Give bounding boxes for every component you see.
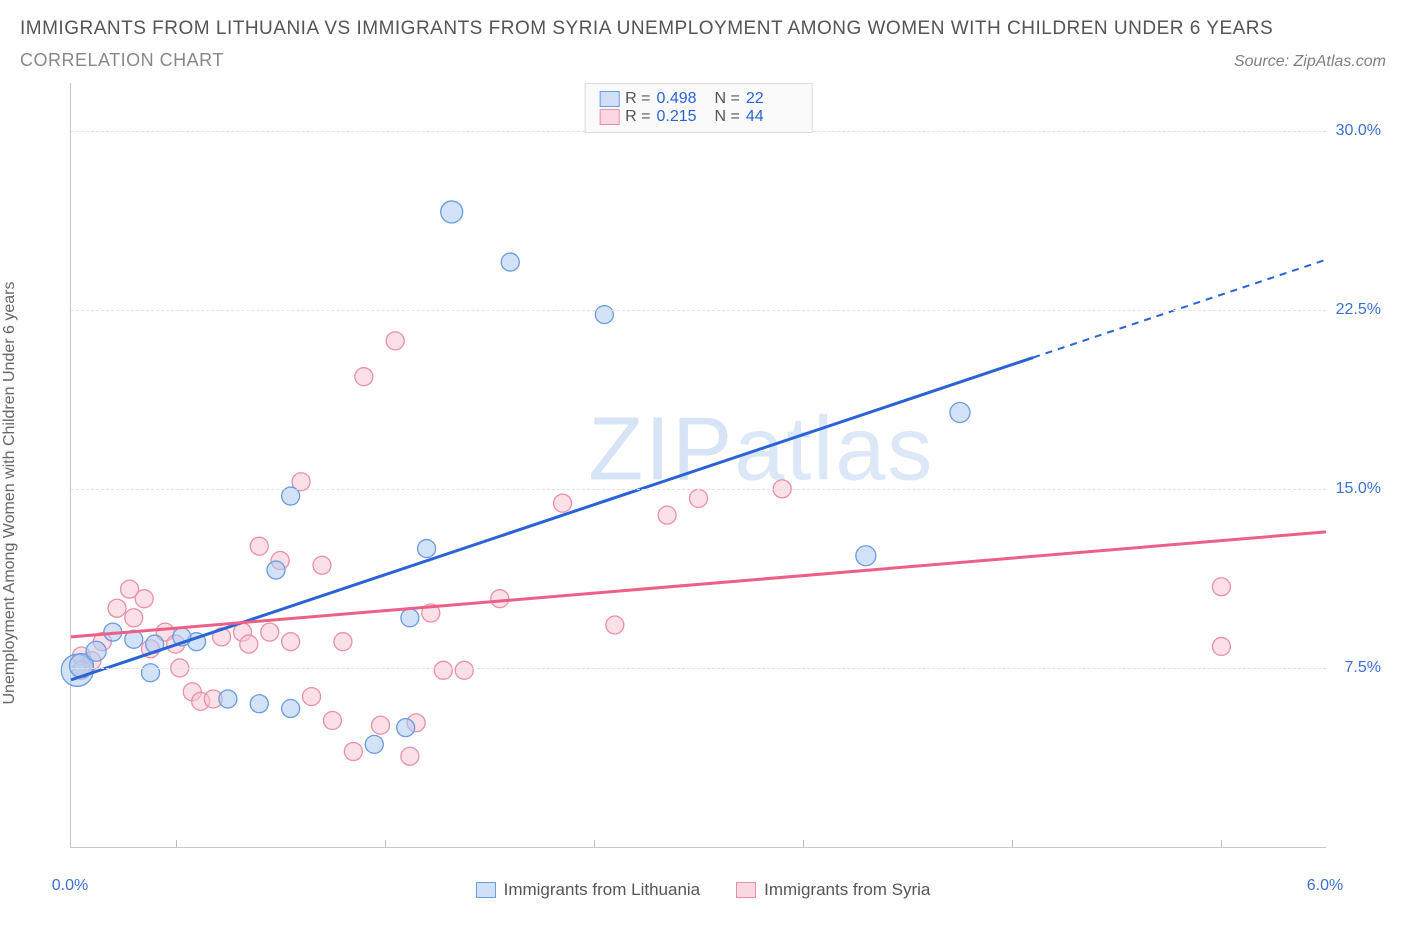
legend-n-value: 22 bbox=[746, 90, 798, 108]
legend-r-value: 0.215 bbox=[657, 108, 709, 126]
x-tick-label: 0.0% bbox=[52, 877, 88, 895]
data-point bbox=[386, 332, 404, 350]
data-point bbox=[334, 633, 352, 651]
legend-bottom: Immigrants from Lithuania Immigrants from… bbox=[20, 880, 1386, 903]
grid-line bbox=[71, 310, 1326, 311]
legend-n-label: N = bbox=[715, 90, 740, 108]
data-point bbox=[267, 561, 285, 579]
legend-n-value: 44 bbox=[746, 108, 798, 126]
plot-area: ZIPatlas 7.5%15.0%22.5%30.0% R = 0.498 N… bbox=[70, 83, 1326, 848]
grid-line bbox=[71, 668, 1326, 669]
data-point bbox=[323, 711, 341, 729]
y-tick-label: 22.5% bbox=[1336, 301, 1381, 319]
data-point bbox=[856, 546, 876, 566]
y-tick-label: 7.5% bbox=[1345, 659, 1381, 677]
grid-line bbox=[71, 489, 1326, 490]
data-point bbox=[250, 695, 268, 713]
data-point bbox=[595, 306, 613, 324]
subtitle-row: CORRELATION CHART Source: ZipAtlas.com bbox=[20, 50, 1386, 71]
y-axis-label: Unemployment Among Women with Children U… bbox=[1, 281, 19, 704]
data-point bbox=[441, 201, 463, 223]
legend-r-label: R = bbox=[625, 108, 650, 126]
y-tick-label: 30.0% bbox=[1336, 122, 1381, 140]
data-point bbox=[365, 735, 383, 753]
legend-label: Immigrants from Syria bbox=[764, 880, 930, 900]
legend-swatch bbox=[736, 882, 756, 898]
data-point bbox=[554, 494, 572, 512]
data-point bbox=[491, 590, 509, 608]
x-tick bbox=[1221, 840, 1222, 848]
data-point bbox=[401, 747, 419, 765]
legend-swatch bbox=[599, 91, 619, 107]
data-point bbox=[455, 661, 473, 679]
regression-line-extrapolated bbox=[1033, 260, 1326, 358]
data-point bbox=[108, 599, 126, 617]
y-tick-label: 15.0% bbox=[1336, 480, 1381, 498]
x-tick bbox=[176, 840, 177, 848]
data-point bbox=[434, 661, 452, 679]
legend-bottom-item: Immigrants from Lithuania bbox=[476, 880, 701, 900]
data-point bbox=[355, 368, 373, 386]
data-point bbox=[606, 616, 624, 634]
data-point bbox=[219, 690, 237, 708]
chart-container: IMMIGRANTS FROM LITHUANIA VS IMMIGRANTS … bbox=[0, 0, 1406, 930]
legend-r-value: 0.498 bbox=[657, 90, 709, 108]
chart-subtitle: CORRELATION CHART bbox=[20, 50, 224, 71]
legend-swatch bbox=[599, 109, 619, 125]
data-point bbox=[401, 609, 419, 627]
data-point bbox=[141, 664, 159, 682]
source-attribution: Source: ZipAtlas.com bbox=[1234, 53, 1386, 71]
legend-top: R = 0.498 N = 22 R = 0.215 N = 44 bbox=[584, 83, 813, 133]
data-point bbox=[240, 635, 258, 653]
data-point bbox=[397, 719, 415, 737]
x-tick bbox=[385, 840, 386, 848]
data-point bbox=[418, 540, 436, 558]
data-point bbox=[344, 743, 362, 761]
data-point bbox=[125, 609, 143, 627]
legend-bottom-item: Immigrants from Syria bbox=[736, 880, 930, 900]
data-point bbox=[1212, 637, 1230, 655]
legend-swatch bbox=[476, 882, 496, 898]
chart-svg bbox=[71, 83, 1326, 847]
data-point bbox=[1212, 578, 1230, 596]
x-tick-label: 6.0% bbox=[1307, 877, 1343, 895]
data-point bbox=[950, 402, 970, 422]
data-point bbox=[261, 623, 279, 641]
data-point bbox=[135, 590, 153, 608]
legend-top-row: R = 0.215 N = 44 bbox=[599, 108, 798, 126]
regression-line bbox=[71, 358, 1033, 680]
data-point bbox=[250, 537, 268, 555]
data-point bbox=[282, 700, 300, 718]
data-point bbox=[303, 688, 321, 706]
x-tick bbox=[803, 840, 804, 848]
legend-label: Immigrants from Lithuania bbox=[504, 880, 701, 900]
data-point bbox=[690, 489, 708, 507]
data-point bbox=[501, 253, 519, 271]
x-tick bbox=[594, 840, 595, 848]
data-point bbox=[282, 633, 300, 651]
legend-top-row: R = 0.498 N = 22 bbox=[599, 90, 798, 108]
data-point bbox=[658, 506, 676, 524]
legend-r-label: R = bbox=[625, 90, 650, 108]
data-point bbox=[86, 641, 106, 661]
x-tick bbox=[1012, 840, 1013, 848]
chart-title: IMMIGRANTS FROM LITHUANIA VS IMMIGRANTS … bbox=[20, 18, 1386, 40]
data-point bbox=[372, 716, 390, 734]
data-point bbox=[313, 556, 331, 574]
legend-n-label: N = bbox=[715, 108, 740, 126]
plot-area-wrap: Unemployment Among Women with Children U… bbox=[20, 83, 1386, 903]
